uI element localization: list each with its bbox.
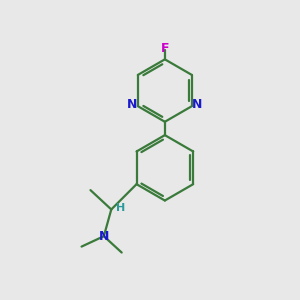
- Text: H: H: [116, 203, 125, 213]
- Text: N: N: [192, 98, 202, 111]
- Text: N: N: [99, 230, 109, 243]
- Text: N: N: [127, 98, 138, 111]
- Text: F: F: [160, 42, 169, 55]
